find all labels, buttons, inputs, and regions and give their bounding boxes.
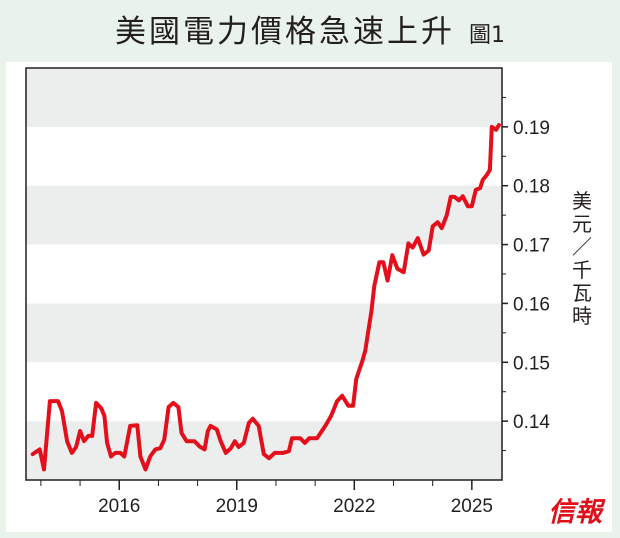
grid-band bbox=[26, 126, 502, 186]
chart-title: 美國電力價格急速上升 圖1 bbox=[0, 6, 620, 51]
x-tick-label: 2025 bbox=[451, 496, 493, 517]
x-tick-label: 2016 bbox=[98, 496, 140, 517]
y-tick-label: 0.18 bbox=[513, 177, 550, 198]
y-tick-label: 0.19 bbox=[513, 118, 550, 139]
grid-band bbox=[26, 68, 502, 127]
grid-band bbox=[26, 362, 502, 422]
y-tick-label: 0.14 bbox=[513, 412, 550, 433]
grid-band bbox=[26, 244, 502, 304]
figure-label: 圖1 bbox=[469, 23, 505, 48]
y-tick-label: 0.15 bbox=[513, 353, 550, 374]
y-tick-label: 0.16 bbox=[513, 294, 550, 315]
x-tick-label: 2022 bbox=[333, 496, 375, 517]
publisher-logo: 信報 bbox=[548, 497, 602, 528]
grid-band bbox=[26, 185, 502, 245]
y-tick-label: 0.17 bbox=[513, 236, 550, 257]
title-text: 美國電力價格急速上升 bbox=[115, 14, 455, 50]
y-axis-label: 美元／千瓦時 bbox=[572, 189, 592, 328]
grid-band bbox=[26, 303, 502, 363]
x-tick-label: 2019 bbox=[216, 496, 258, 517]
